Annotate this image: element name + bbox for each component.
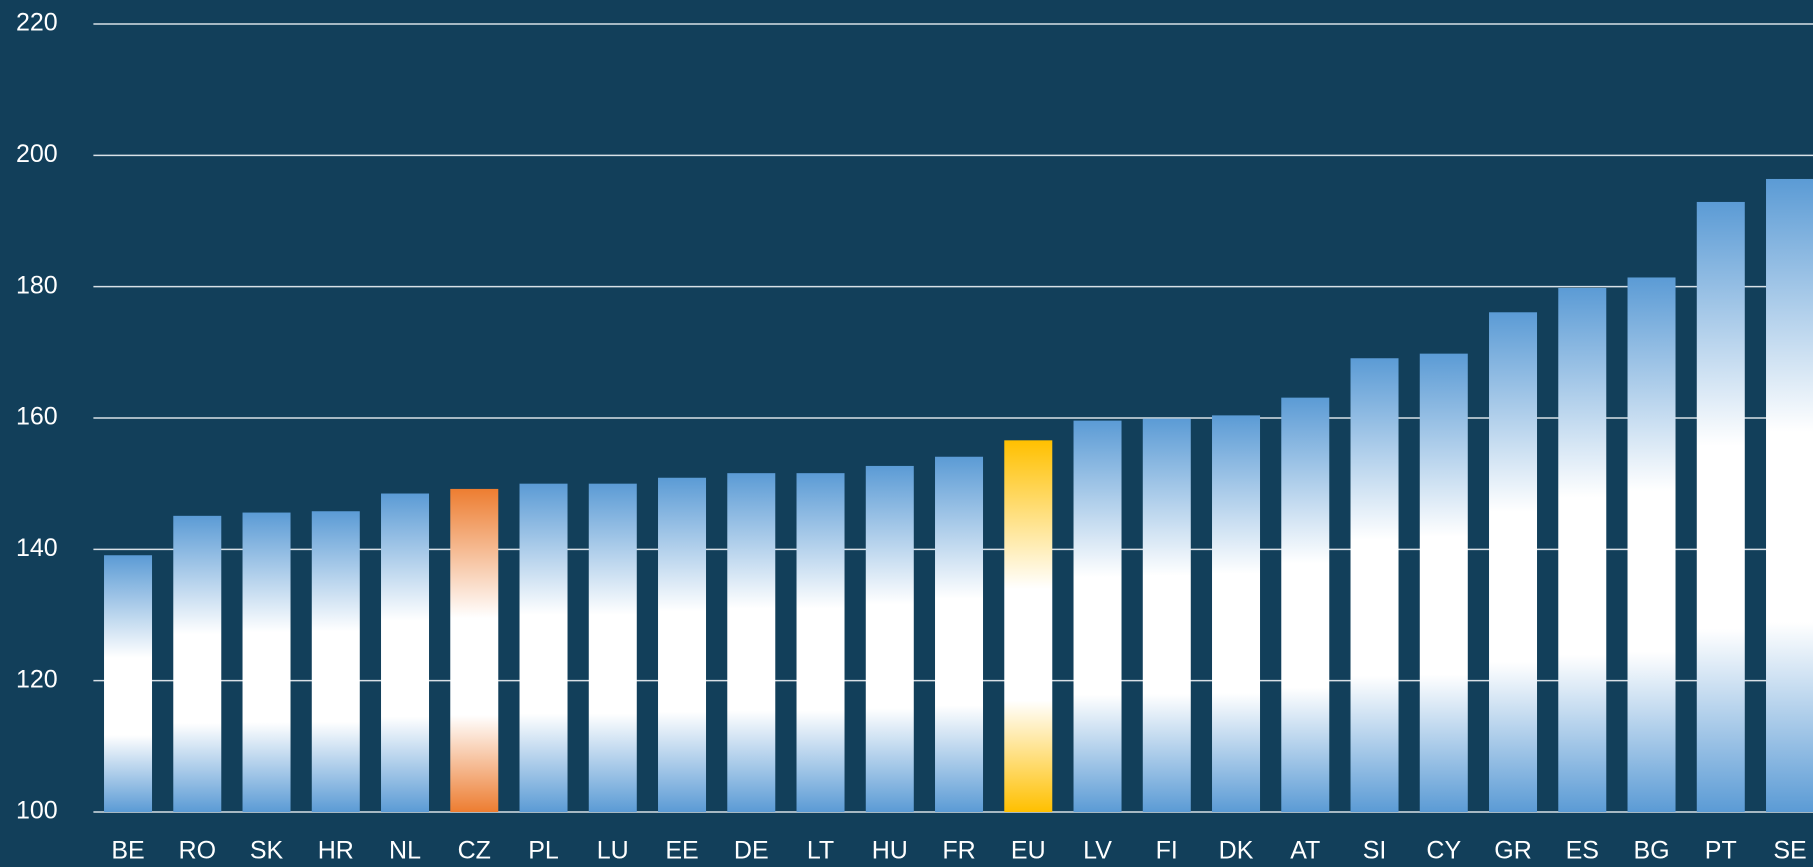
x-tick-label: CZ [458, 837, 491, 865]
bar [1627, 277, 1676, 812]
x-tick-label: DE [734, 837, 769, 865]
bar [1419, 353, 1468, 812]
x-tick-label: NL [389, 837, 421, 865]
bar [865, 465, 914, 812]
bar [796, 473, 845, 812]
bar [1281, 397, 1330, 812]
bar [311, 511, 360, 812]
bar [381, 493, 430, 812]
x-tick-label: AT [1290, 837, 1320, 865]
bar [727, 473, 776, 812]
bar [1142, 418, 1191, 812]
y-tick-label: 140 [16, 534, 58, 562]
bar [1350, 358, 1399, 812]
x-tick-label: EE [665, 837, 698, 865]
y-tick-label: 120 [16, 665, 58, 693]
x-tick-label: DK [1219, 837, 1254, 865]
x-tick-label: BE [111, 837, 144, 865]
x-tick-label: FR [942, 837, 975, 865]
bar [104, 555, 153, 812]
x-tick-label: LU [597, 837, 629, 865]
bar [1558, 287, 1607, 813]
bar [1696, 201, 1745, 812]
x-tick-label: EU [1011, 837, 1046, 865]
bar [1212, 415, 1261, 812]
bar [1489, 312, 1538, 812]
x-tick-label: HU [872, 837, 908, 865]
x-tick-label: LT [807, 837, 834, 865]
x-tick-label: BG [1633, 837, 1669, 865]
x-tick-label: PT [1705, 837, 1737, 865]
y-tick-label: 100 [16, 797, 58, 825]
bar [519, 483, 568, 812]
x-tick-label: GR [1494, 837, 1532, 865]
bar [242, 512, 291, 812]
x-tick-label: FI [1156, 837, 1178, 865]
x-tick-label: LV [1083, 837, 1112, 865]
y-tick-label: 160 [16, 403, 58, 431]
x-tick-label: PL [528, 837, 559, 865]
x-tick-label: SK [250, 837, 284, 865]
bar [658, 477, 707, 812]
bar [450, 488, 499, 812]
x-tick-label: SI [1363, 837, 1387, 865]
x-tick-label: ES [1566, 837, 1599, 865]
bar [935, 456, 984, 812]
y-tick-label: 200 [16, 140, 58, 168]
x-tick-label: CY [1426, 837, 1461, 865]
bar [1073, 420, 1122, 812]
x-tick-label: HR [318, 837, 354, 865]
bar [1004, 440, 1053, 812]
y-tick-label: 180 [16, 271, 58, 299]
x-tick-label: RO [179, 837, 217, 865]
bar [173, 515, 222, 812]
x-tick-label: SE [1773, 837, 1806, 865]
bar [1766, 178, 1813, 812]
bar [588, 483, 637, 812]
y-tick-label: 220 [16, 9, 58, 37]
